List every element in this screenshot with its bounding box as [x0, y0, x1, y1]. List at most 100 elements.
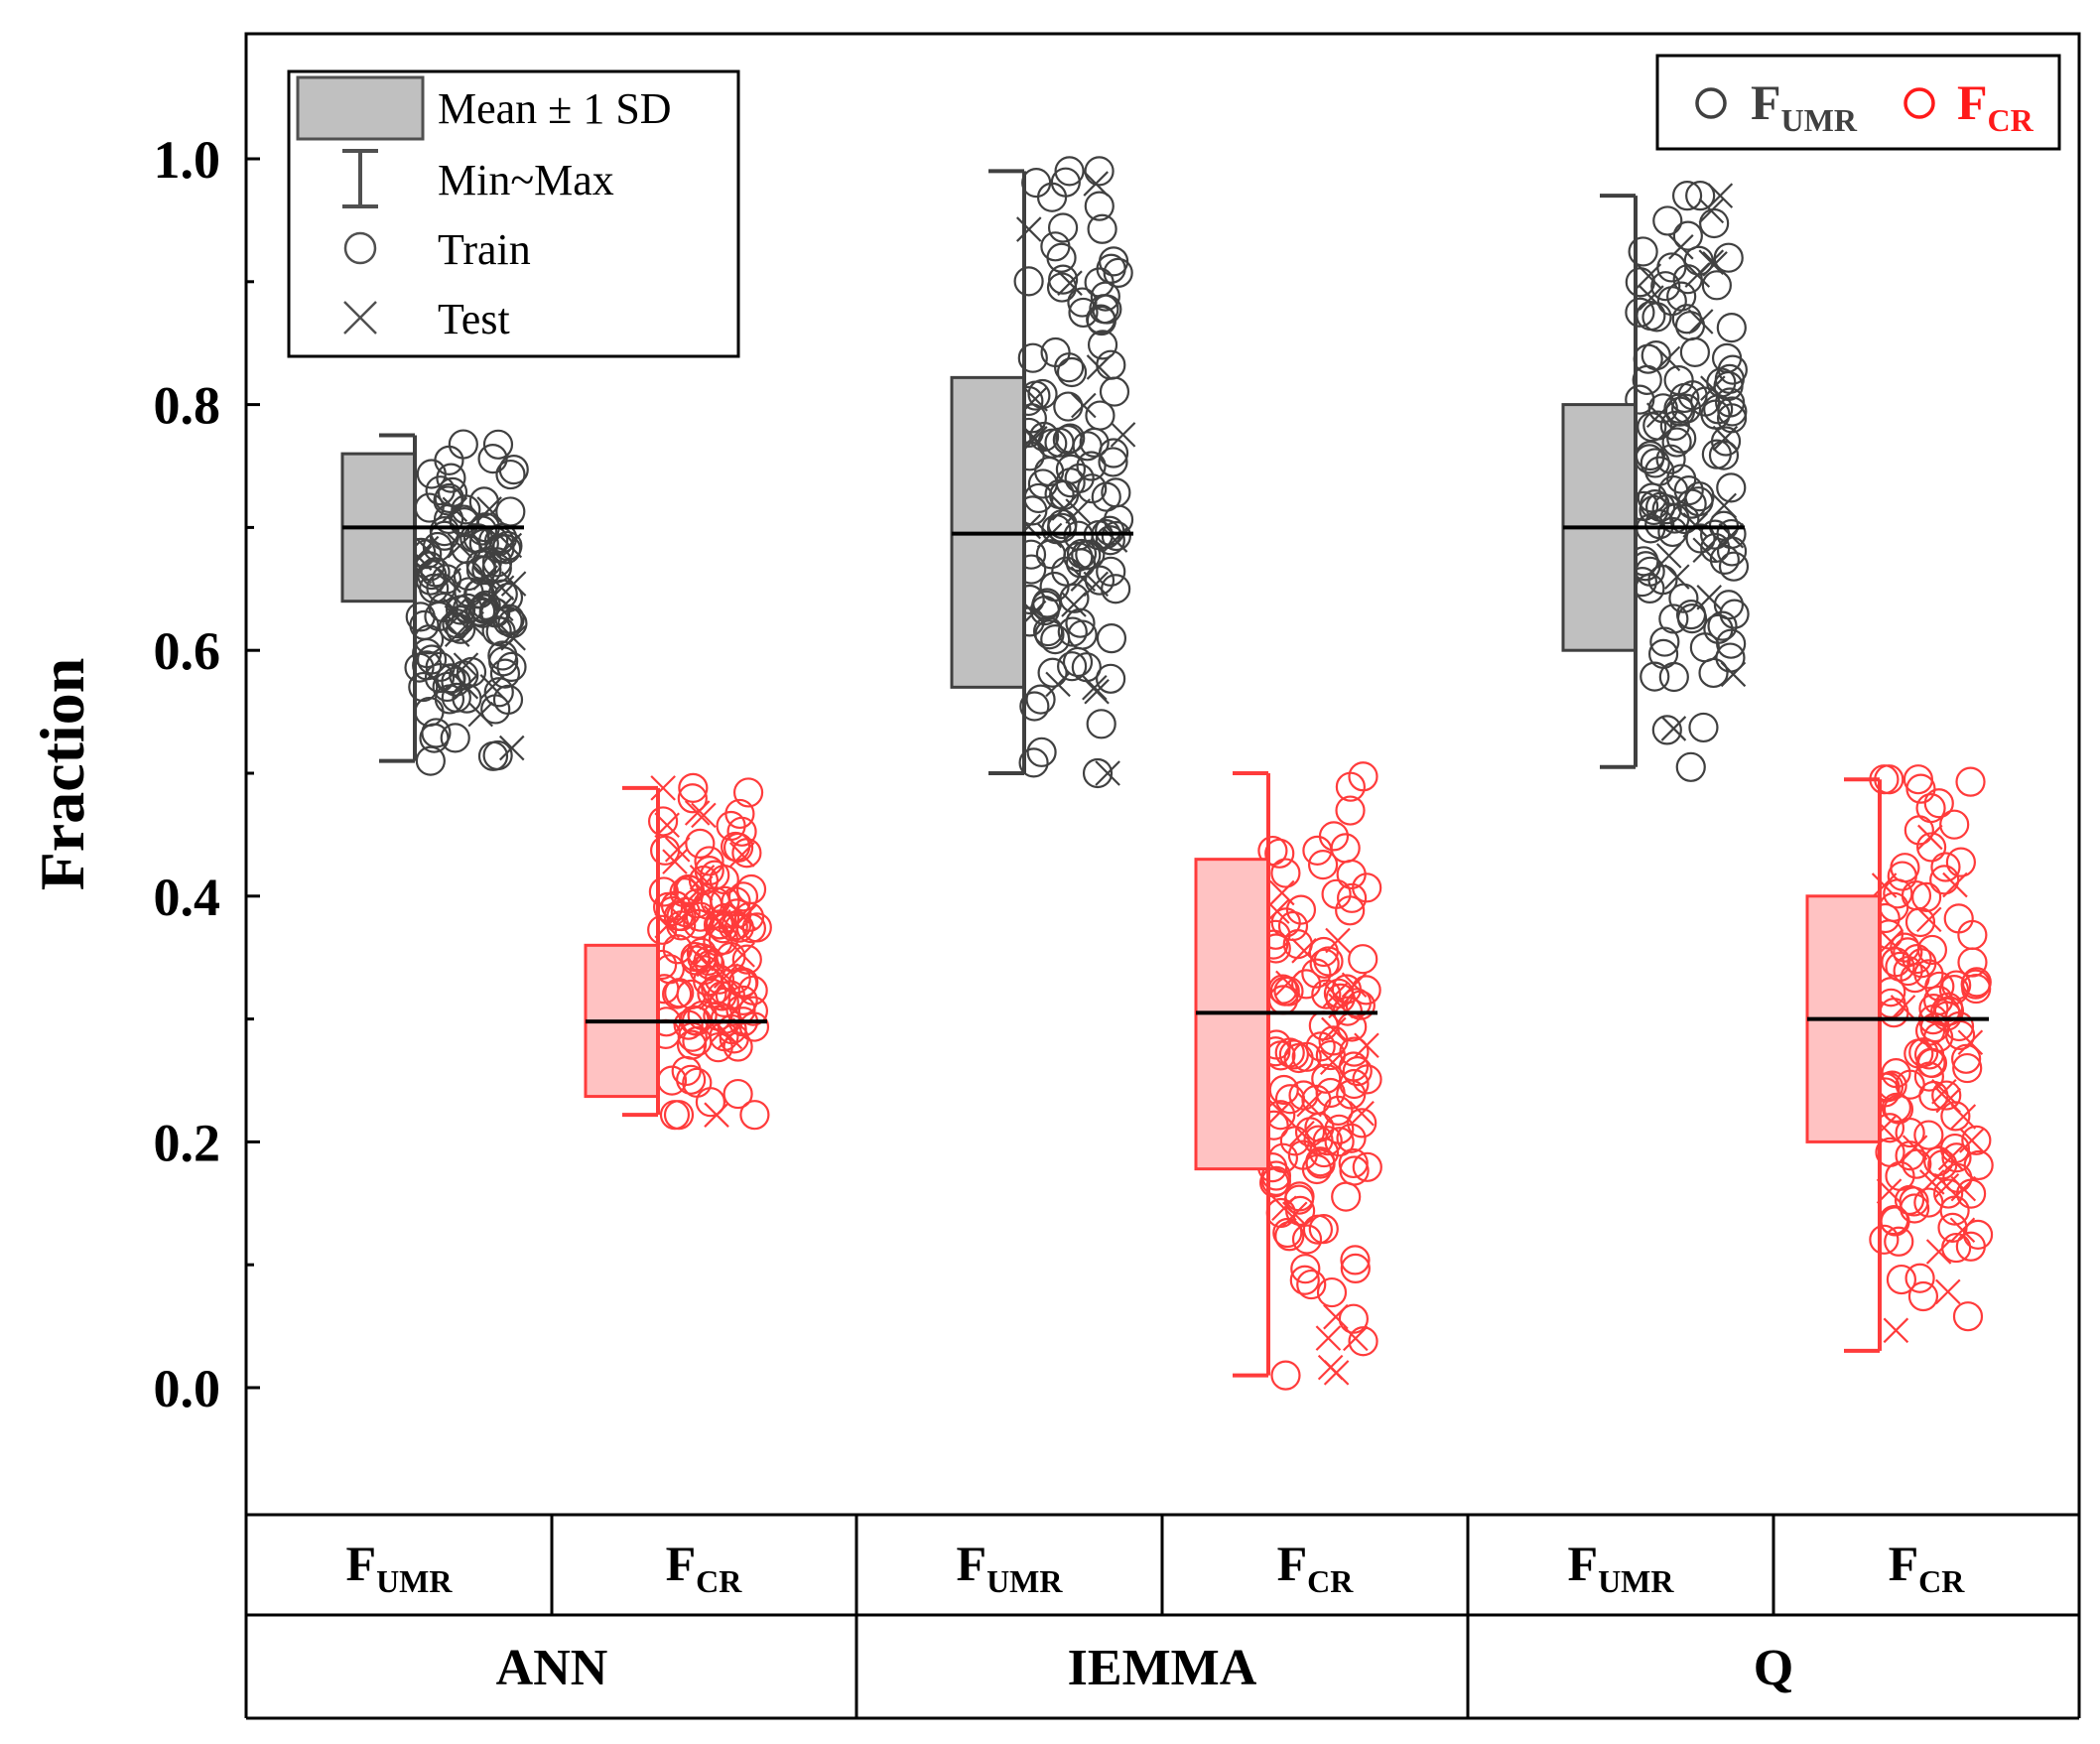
- train-point: [1085, 400, 1116, 431]
- train-point: [1296, 1269, 1327, 1300]
- train-point: [1338, 1303, 1369, 1334]
- train-point: [1270, 1360, 1301, 1391]
- train-point: [1941, 1232, 1972, 1264]
- test-point: [1269, 879, 1295, 906]
- train-point: [1923, 985, 1954, 1016]
- train-point: [1675, 751, 1706, 782]
- legend-fumr-label: FUMR: [1751, 74, 1858, 138]
- test-point-stroke: [729, 942, 755, 968]
- train-point: [676, 1064, 707, 1095]
- train-point: [471, 555, 502, 586]
- train-point: [1716, 313, 1747, 343]
- train-point: [727, 985, 758, 1015]
- train-point: [1903, 764, 1934, 795]
- train-point: [710, 885, 740, 916]
- train-point: [1053, 391, 1084, 422]
- train-point: [1930, 852, 1961, 882]
- test-point: [1321, 1016, 1347, 1043]
- train-point: [1955, 1231, 1986, 1262]
- train-point: [1076, 451, 1107, 481]
- train-point: [1348, 944, 1378, 975]
- train-point: [1330, 833, 1361, 864]
- x-sub-label: FCR: [1277, 1536, 1355, 1599]
- test-point: [1051, 495, 1078, 521]
- test-point: [1871, 872, 1898, 898]
- train-point: [1309, 948, 1340, 979]
- train-point: [731, 838, 762, 869]
- scatter-points-layer: [404, 156, 1994, 1391]
- test-point: [1692, 537, 1718, 564]
- train-point: [1716, 536, 1748, 567]
- train-point: [1265, 1100, 1296, 1131]
- legend-fcr-label: FCR: [1957, 74, 2034, 138]
- train-point: [1278, 1039, 1309, 1070]
- test-point-stroke: [1698, 249, 1725, 275]
- train-point: [465, 596, 496, 627]
- train-point: [1945, 847, 1976, 877]
- train-point: [722, 1078, 753, 1110]
- train-point: [1933, 1178, 1964, 1209]
- test-point: [684, 800, 711, 826]
- train-point: [709, 987, 739, 1017]
- x-sub-label: FCR: [666, 1536, 743, 1599]
- test-point: [1935, 1278, 1961, 1305]
- category-table: [244, 1515, 2081, 1720]
- train-point: [1900, 963, 1930, 994]
- train-point: [1650, 271, 1681, 302]
- train-point: [1952, 1301, 1984, 1332]
- y-tick-label: 1.0: [154, 130, 221, 190]
- y-axis: 0.0 0.2 0.4 0.6 0.8 1.0: [154, 130, 260, 1418]
- test-point: [1061, 592, 1087, 617]
- train-point: [1313, 946, 1344, 977]
- test-point-stroke: [1065, 498, 1091, 524]
- train-point: [1335, 895, 1366, 926]
- train-point: [1933, 996, 1965, 1026]
- train-point: [1913, 1120, 1944, 1150]
- test-point-stroke: [1720, 661, 1747, 688]
- train-point: [682, 1025, 713, 1057]
- train-point: [1019, 691, 1050, 722]
- test-point-stroke: [447, 532, 473, 559]
- train-point: [449, 660, 479, 691]
- train-point: [425, 475, 456, 506]
- train-point: [433, 503, 464, 535]
- train-point: [1084, 191, 1115, 221]
- train-point: [419, 573, 450, 604]
- test-point-stroke: [498, 735, 525, 761]
- test-point-stroke: [1071, 392, 1097, 419]
- train-point: [1881, 1092, 1911, 1123]
- train-point: [1301, 958, 1332, 989]
- train-point: [1895, 1140, 1925, 1171]
- test-point: [1890, 995, 1916, 1020]
- test-point: [1110, 422, 1136, 448]
- test-point: [1883, 1317, 1909, 1344]
- train-point: [1335, 771, 1366, 802]
- train-point: [1628, 236, 1658, 267]
- train-point: [1272, 1217, 1303, 1249]
- train-point: [1939, 809, 1970, 840]
- train-point: [1318, 821, 1350, 852]
- train-point: [1666, 464, 1697, 494]
- train-point: [1324, 1127, 1355, 1157]
- train-point: [695, 949, 725, 981]
- test-point-stroke: [1890, 995, 1916, 1020]
- train-point: [1641, 302, 1672, 333]
- train-point: [1340, 1253, 1371, 1283]
- test-point-stroke: [413, 535, 440, 562]
- train-point: [1716, 518, 1747, 550]
- y-tick-label: 0.2: [154, 1113, 221, 1172]
- train-point: [1046, 272, 1078, 303]
- train-point: [1651, 715, 1682, 745]
- train-point: [1657, 516, 1688, 548]
- train-point: [682, 1067, 713, 1098]
- train-point: [1716, 472, 1747, 503]
- train-point: [647, 806, 679, 837]
- train-point: [1625, 384, 1655, 415]
- y-tick-label: 0.4: [154, 868, 221, 927]
- train-point: [485, 616, 516, 647]
- test-point-stroke: [1086, 354, 1113, 380]
- test-point-stroke: [684, 800, 711, 826]
- test-point: [447, 532, 473, 559]
- train-point: [405, 602, 436, 632]
- train-point: [1901, 880, 1932, 911]
